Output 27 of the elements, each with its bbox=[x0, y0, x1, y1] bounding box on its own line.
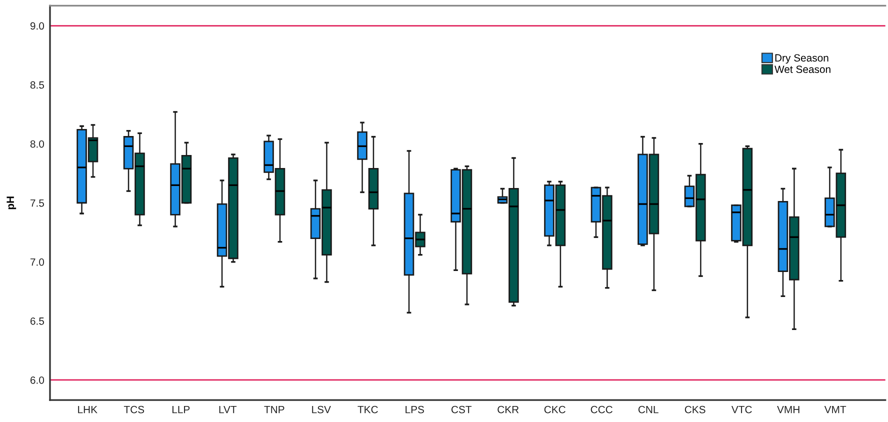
y-tick-label: 9.0 bbox=[30, 22, 44, 30]
x-tick-label: VMH bbox=[777, 406, 800, 414]
x-tick-label: CST bbox=[451, 406, 472, 414]
legend-label: Wet Season bbox=[774, 66, 830, 74]
legend-label: Dry Season bbox=[775, 54, 828, 64]
y-tick-label: 8.5 bbox=[30, 81, 44, 89]
x-tick-label: LSV bbox=[312, 406, 331, 414]
x-tick-label: LPS bbox=[406, 406, 424, 414]
x-tick-label: TKC bbox=[358, 406, 378, 414]
x-tick-label: LVT bbox=[219, 406, 237, 414]
y-tick-label: 8.0 bbox=[30, 140, 44, 148]
x-tick-label: CKR bbox=[498, 406, 519, 414]
x-tick-label: LHK bbox=[78, 406, 98, 414]
x-tick-label: TCS bbox=[124, 406, 144, 414]
x-tick-label: LLP bbox=[172, 406, 190, 414]
x-tick-label: CNL bbox=[638, 406, 658, 414]
x-tick-label: VTC bbox=[731, 406, 752, 414]
y-tick-label: 7.0 bbox=[30, 258, 44, 266]
x-tick-label: CCC bbox=[590, 406, 612, 414]
x-tick-label: TNP bbox=[264, 406, 284, 414]
y-tick-label: 6.5 bbox=[30, 317, 44, 325]
y-tick-label: 7.5 bbox=[30, 199, 44, 207]
x-tick-label: CKS bbox=[684, 406, 706, 414]
y-axis-title: pH bbox=[6, 196, 16, 210]
y-tick-label: 6.0 bbox=[30, 376, 44, 384]
x-tick-label: VMT bbox=[824, 406, 846, 414]
x-tick-label: CKC bbox=[544, 406, 566, 414]
